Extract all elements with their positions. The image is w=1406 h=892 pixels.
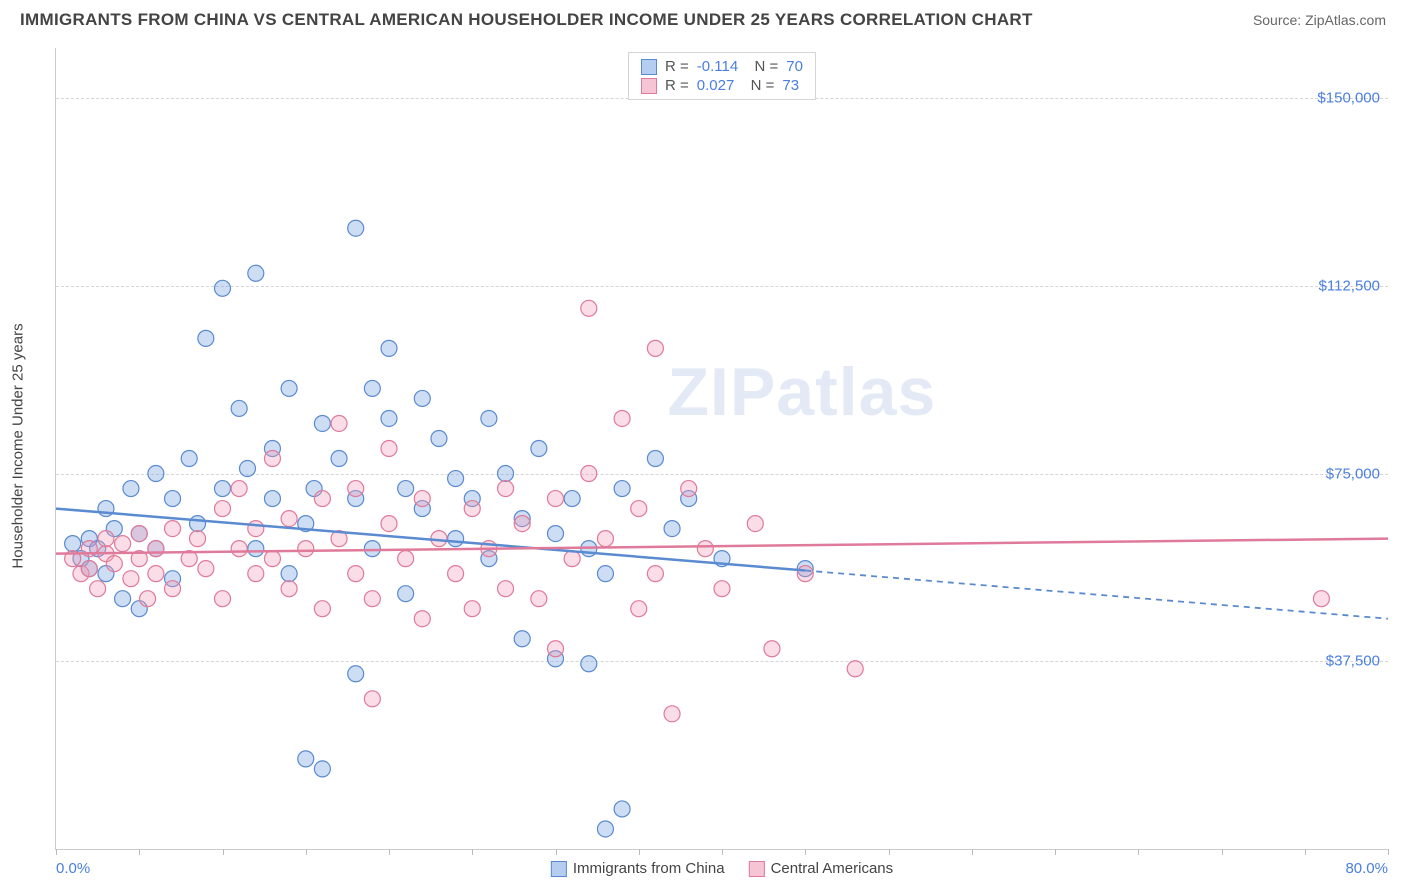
x-tick (972, 849, 973, 855)
x-tick (889, 849, 890, 855)
x-tick (139, 849, 140, 855)
n-value-china: 70 (786, 58, 803, 75)
x-tick (306, 849, 307, 855)
x-tick (805, 849, 806, 855)
legend-item-china: Immigrants from China (551, 860, 725, 877)
source-label: Source: ZipAtlas.com (1253, 12, 1386, 28)
legend-row-china: R = -0.114 N = 70 (641, 57, 803, 76)
x-axis-max-label: 80.0% (1345, 860, 1388, 877)
x-tick (472, 849, 473, 855)
scatter-svg (56, 48, 1388, 849)
legend-bottom-swatch-central (749, 861, 765, 877)
x-tick (556, 849, 557, 855)
chart-title: IMMIGRANTS FROM CHINA VS CENTRAL AMERICA… (20, 10, 1033, 30)
x-tick (1388, 849, 1389, 855)
x-tick (1222, 849, 1223, 855)
x-tick (1305, 849, 1306, 855)
x-tick (1138, 849, 1139, 855)
legend-bottom-label-central: Central Americans (771, 860, 894, 877)
correlation-legend: R = -0.114 N = 70 R = 0.027 N = 73 (628, 52, 816, 100)
x-tick (639, 849, 640, 855)
r-value-central: 0.027 (697, 77, 735, 94)
r-value-china: -0.114 (697, 58, 738, 75)
legend-bottom-label-china: Immigrants from China (573, 860, 725, 877)
y-axis-label: Householder Income Under 25 years (10, 323, 27, 568)
x-tick (1055, 849, 1056, 855)
x-tick (56, 849, 57, 855)
legend-swatch-china (641, 59, 657, 75)
x-tick (223, 849, 224, 855)
legend-row-central: R = 0.027 N = 73 (641, 76, 803, 95)
legend-item-central: Central Americans (749, 860, 894, 877)
series-legend: Immigrants from China Central Americans (551, 860, 893, 877)
legend-swatch-central (641, 78, 657, 94)
x-axis-min-label: 0.0% (56, 860, 90, 877)
legend-bottom-swatch-china (551, 861, 567, 877)
x-tick (389, 849, 390, 855)
chart-plot-area: ZIPatlas R = -0.114 N = 70 R = 0.027 N =… (55, 48, 1388, 850)
n-value-central: 73 (782, 77, 799, 94)
x-tick (722, 849, 723, 855)
